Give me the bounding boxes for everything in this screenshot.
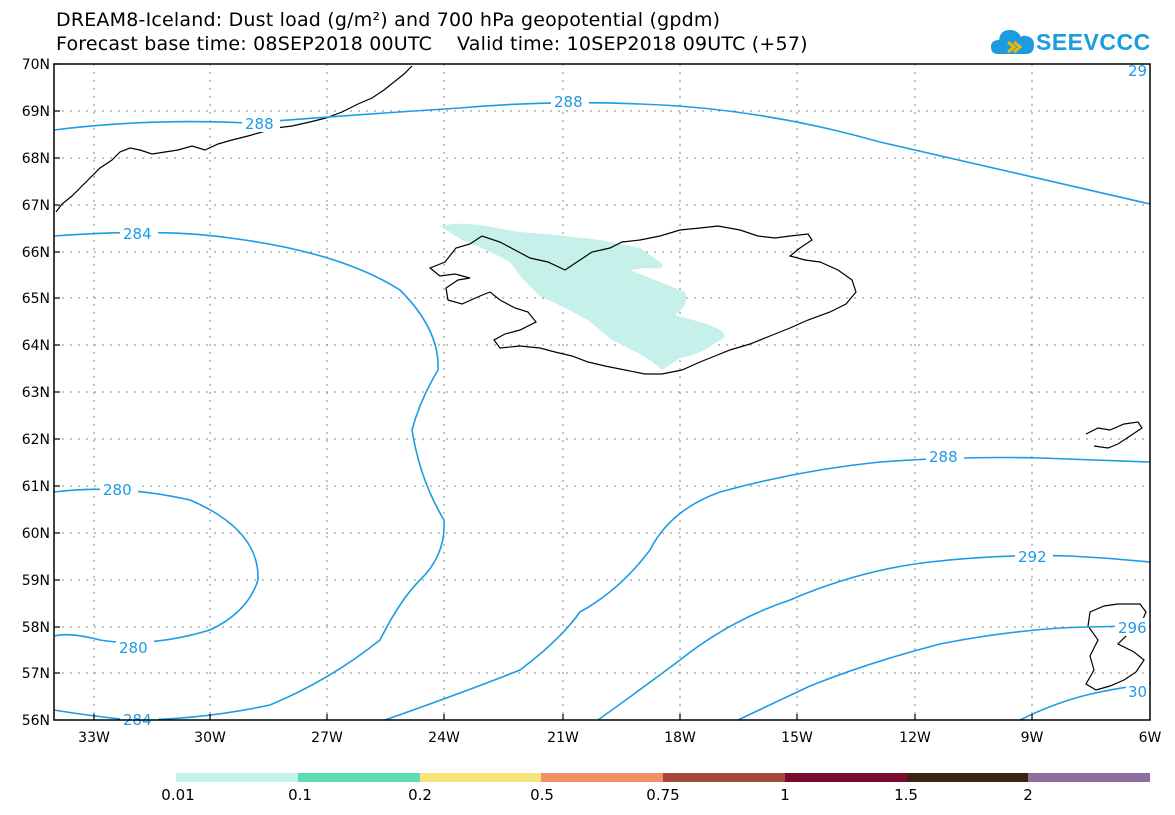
contour-label: 288 [245, 115, 274, 133]
colorbar-label: 0.1 [288, 786, 312, 804]
lat-label: 62N [22, 432, 50, 448]
colorbar-label: 0.01 [161, 786, 195, 804]
contour-296 [737, 625, 1151, 721]
contour-label: 288 [929, 448, 958, 466]
logo-text: SEEVCCC [1036, 29, 1151, 55]
lon-label: 18W [664, 730, 696, 746]
scotland-coastline [1085, 603, 1147, 691]
contour-288-south [384, 456, 1151, 721]
map-title: DREAM8-Iceland: Dust load (g/m²) and 700… [56, 9, 721, 31]
contour-label: 30 [1128, 683, 1147, 701]
dust-load-area [440, 223, 725, 370]
colorbar-label: 1 [780, 786, 790, 804]
grid-lines [54, 64, 1150, 720]
lon-label: 24W [428, 730, 460, 746]
colorbar-swatch [297, 773, 420, 782]
lat-label: 58N [22, 620, 50, 636]
lat-label: 70N [22, 57, 50, 73]
lon-label: 33W [78, 730, 110, 746]
lon-label: 12W [899, 730, 931, 746]
colorbar-label: 0.2 [408, 786, 432, 804]
lat-label: 65N [22, 291, 50, 307]
colorbar-label: 0.5 [530, 786, 554, 804]
lat-label: 69N [22, 104, 50, 120]
lat-label: 57N [22, 666, 50, 682]
geopotential-contours [53, 101, 1151, 721]
lat-label: 66N [22, 245, 50, 261]
norway-coastline [1085, 421, 1143, 449]
colorbar-swatch [541, 773, 663, 782]
axis-ticks [54, 63, 1033, 720]
contour-292 [597, 554, 1151, 721]
contour-label: 280 [103, 481, 132, 499]
colorbar-swatch [784, 773, 907, 782]
colorbar-swatch [176, 773, 298, 782]
lon-label: 6W [1139, 730, 1162, 746]
contour-label: 288 [554, 93, 583, 111]
contour-label: 284 [123, 225, 152, 243]
greenland-coastline [55, 65, 413, 213]
colorbar-label: 2 [1023, 786, 1033, 804]
lat-label: 59N [22, 573, 50, 589]
cloud-logo-icon [991, 30, 1034, 54]
lat-label: 60N [22, 526, 50, 542]
colorbar-swatch [663, 773, 785, 782]
colorbar-swatch [419, 773, 542, 782]
contour-labels: 288 288 284 280 280 284 288 292 296 30 2… [100, 62, 1149, 729]
contour-label: 280 [119, 639, 148, 657]
longitude-labels: 33W 30W 27W 24W 21W 18W 15W 12W 9W 6W [78, 730, 1161, 746]
lat-label: 64N [22, 338, 50, 354]
lat-label: 61N [22, 479, 50, 495]
map-frame [53, 63, 1151, 721]
contour-label: 292 [1018, 548, 1047, 566]
lon-label: 21W [547, 730, 579, 746]
lon-label: 30W [194, 730, 226, 746]
contour-288-north [53, 101, 1151, 205]
lat-label: 56N [22, 713, 50, 729]
contour-280 [53, 488, 259, 644]
latitude-labels: 70N 69N 68N 67N 66N 65N 64N 63N 62N 61N … [22, 57, 50, 729]
lat-label: 63N [22, 385, 50, 401]
coastlines [55, 65, 1147, 691]
seevccc-logo: SEEVCCC [990, 24, 1165, 60]
lon-label: 9W [1021, 730, 1044, 746]
colorbar-swatch [906, 773, 1029, 782]
colorbar-swatch [1028, 773, 1150, 782]
contour-284-west [53, 231, 445, 721]
lat-label: 68N [22, 151, 50, 167]
lon-label: 15W [781, 730, 813, 746]
contour-284-south [53, 709, 131, 721]
colorbar-label: 1.5 [894, 786, 918, 804]
lon-label: 27W [311, 730, 343, 746]
lat-label: 67N [22, 198, 50, 214]
iceland-coastline [428, 225, 857, 375]
map-subtitle: Forecast base time: 08SEP2018 00UTC Vali… [56, 33, 808, 55]
colorbar-label: 0.75 [646, 786, 680, 804]
contour-label: 296 [1118, 619, 1147, 637]
dust-colorbar [176, 773, 1150, 782]
contour-label: 29 [1128, 62, 1147, 80]
